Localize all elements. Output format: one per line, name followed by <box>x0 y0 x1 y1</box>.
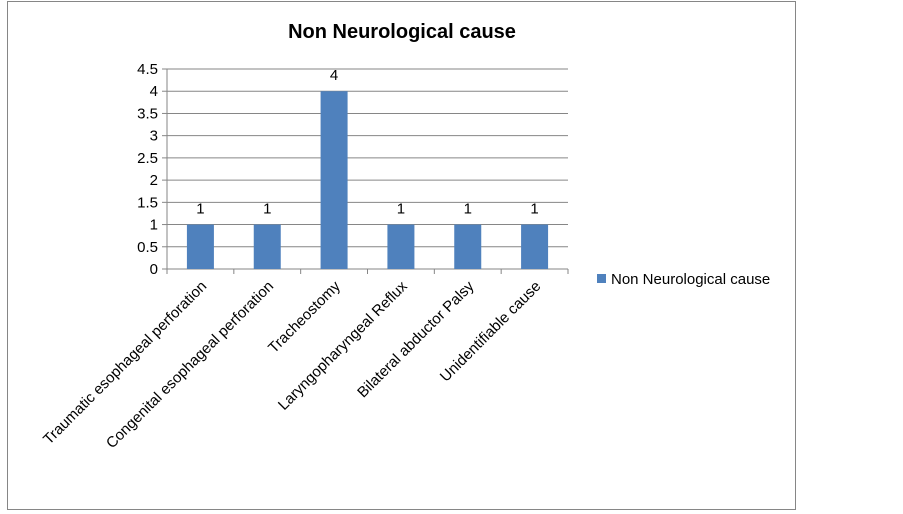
data-labels: 1 1 4 1 1 1 <box>196 67 539 217</box>
data-label: 1 <box>397 201 405 218</box>
y-tick-label: 0 <box>150 261 158 278</box>
legend-label: Non Neurological cause <box>611 271 770 288</box>
bar <box>454 224 482 269</box>
data-label: 1 <box>196 201 204 218</box>
data-label: 1 <box>464 201 472 218</box>
y-tick-label: 1 <box>150 217 158 234</box>
y-tick-label: 1.5 <box>137 194 158 211</box>
y-tick-label: 3.5 <box>137 105 158 122</box>
y-tick-label: 4.5 <box>137 61 158 78</box>
y-tick-label: 4 <box>150 83 158 100</box>
bar <box>521 224 549 269</box>
data-label: 1 <box>530 201 538 218</box>
axes <box>166 69 569 274</box>
chart-title: Non Neurological cause <box>288 21 516 43</box>
bar <box>320 91 348 269</box>
y-tick-label: 3 <box>150 128 158 145</box>
bar <box>253 224 281 269</box>
y-tick-label: 0.5 <box>137 239 158 256</box>
gridlines <box>167 68 568 248</box>
legend-swatch <box>597 274 606 283</box>
bar <box>186 224 214 269</box>
y-axis-ticks: 0 0.5 1 1.5 2 2.5 3 3.5 4 4.5 <box>137 61 167 278</box>
bar <box>387 224 415 269</box>
data-label: 1 <box>263 201 271 218</box>
x-axis-categories: Traumatic esophageal perforationCongenit… <box>40 277 544 452</box>
y-tick-label: 2 <box>150 172 158 189</box>
category-label: Laryngopharyngeal Reflux <box>275 277 411 413</box>
y-tick-label: 2.5 <box>137 150 158 167</box>
legend: Non Neurological cause <box>597 271 770 288</box>
category-label: Bilateral abductor Palsy <box>354 277 478 401</box>
bars <box>186 91 549 269</box>
data-label: 4 <box>330 67 338 84</box>
